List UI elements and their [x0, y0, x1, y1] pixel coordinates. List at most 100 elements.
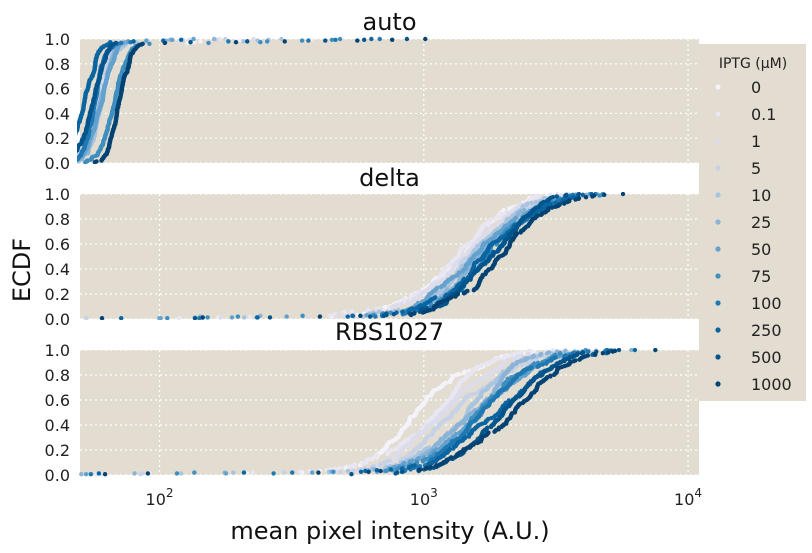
data-point [373, 314, 378, 319]
data-point [337, 36, 343, 42]
grid [80, 38, 699, 164]
data-point [99, 315, 105, 321]
panel-title-text: auto [362, 8, 416, 36]
data-point [485, 360, 490, 366]
data-point [400, 309, 405, 314]
data-point [334, 313, 340, 318]
data-point [267, 315, 273, 320]
data-point [376, 309, 382, 314]
data-point [433, 295, 438, 300]
y-tick-label: 0.6 [45, 235, 70, 254]
data-point [250, 470, 256, 475]
data-point [94, 159, 99, 164]
data-point [416, 455, 422, 461]
data-point [84, 315, 89, 321]
data-point [456, 371, 462, 377]
data-point [217, 36, 223, 42]
data-point [258, 39, 263, 45]
data-point [251, 36, 256, 42]
data-point [297, 469, 302, 474]
data-point [406, 299, 412, 305]
data-point [72, 154, 76, 158]
data-points [79, 347, 658, 477]
panels: 0.00.20.40.60.81.0auto0.00.20.40.60.81.0… [45, 8, 699, 485]
data-point [211, 36, 217, 42]
data-point [72, 138, 76, 142]
data-point [72, 152, 76, 156]
data-point [284, 314, 289, 319]
data-point [70, 143, 74, 147]
data-point [72, 160, 76, 164]
data-point [564, 192, 569, 198]
data-point [233, 39, 239, 45]
data-point [423, 36, 428, 42]
data-point [435, 285, 440, 290]
y-tick-label: 1.0 [45, 341, 70, 360]
data-point [71, 142, 75, 146]
data-point [241, 315, 247, 320]
data-point [536, 193, 541, 198]
panel-title: auto [362, 8, 416, 36]
data-point [389, 447, 394, 453]
data-point [548, 201, 553, 206]
data-point [327, 313, 332, 318]
data-point [546, 350, 552, 355]
data-point [591, 193, 597, 198]
y-tick-label: 0.4 [45, 260, 70, 279]
data-point [522, 207, 527, 213]
data-point [444, 292, 449, 298]
data-point [241, 39, 246, 44]
data-point [352, 462, 358, 467]
data-point [317, 314, 323, 319]
data-point [384, 312, 389, 318]
data-point [395, 302, 400, 307]
data-point [513, 215, 518, 221]
data-point [158, 315, 163, 321]
data-point [69, 156, 73, 160]
data-point [369, 36, 374, 42]
data-point [374, 452, 379, 458]
data-point [553, 200, 558, 206]
data-point [345, 314, 350, 319]
data-point [198, 39, 203, 44]
data-point [563, 348, 568, 354]
data-point [602, 192, 607, 198]
data-point [282, 470, 287, 475]
data-point [342, 309, 348, 314]
data-point [71, 160, 75, 164]
data-point [427, 307, 433, 313]
data-point [131, 39, 136, 44]
data-point [279, 36, 284, 42]
data-point [83, 471, 89, 477]
data-point [218, 315, 223, 320]
data-point [489, 381, 494, 386]
data-points [84, 191, 626, 321]
data-point [229, 315, 235, 320]
data-point [72, 153, 76, 157]
data-point [482, 240, 487, 246]
data-point [475, 364, 480, 370]
plot-background [80, 39, 699, 163]
data-point [77, 159, 78, 162]
data-point [389, 37, 395, 42]
data-point [247, 314, 253, 319]
data-point [367, 456, 372, 462]
y-tick-label: 0.8 [45, 210, 70, 229]
data-point [479, 363, 484, 368]
data-point [410, 306, 415, 311]
data-point [118, 315, 124, 321]
data-point [165, 315, 170, 321]
plot-background [80, 350, 699, 475]
data-point [331, 469, 336, 474]
y-tick-label: 0.0 [45, 466, 70, 485]
y-tick-label: 0.0 [45, 154, 70, 173]
data-point [526, 351, 532, 357]
data-point [72, 157, 76, 161]
data-point [71, 158, 75, 162]
series-50 [77, 36, 196, 163]
data-point [223, 36, 228, 42]
data-point [188, 39, 193, 45]
y-tick-label: 0.8 [45, 55, 70, 74]
data-point [70, 146, 74, 150]
